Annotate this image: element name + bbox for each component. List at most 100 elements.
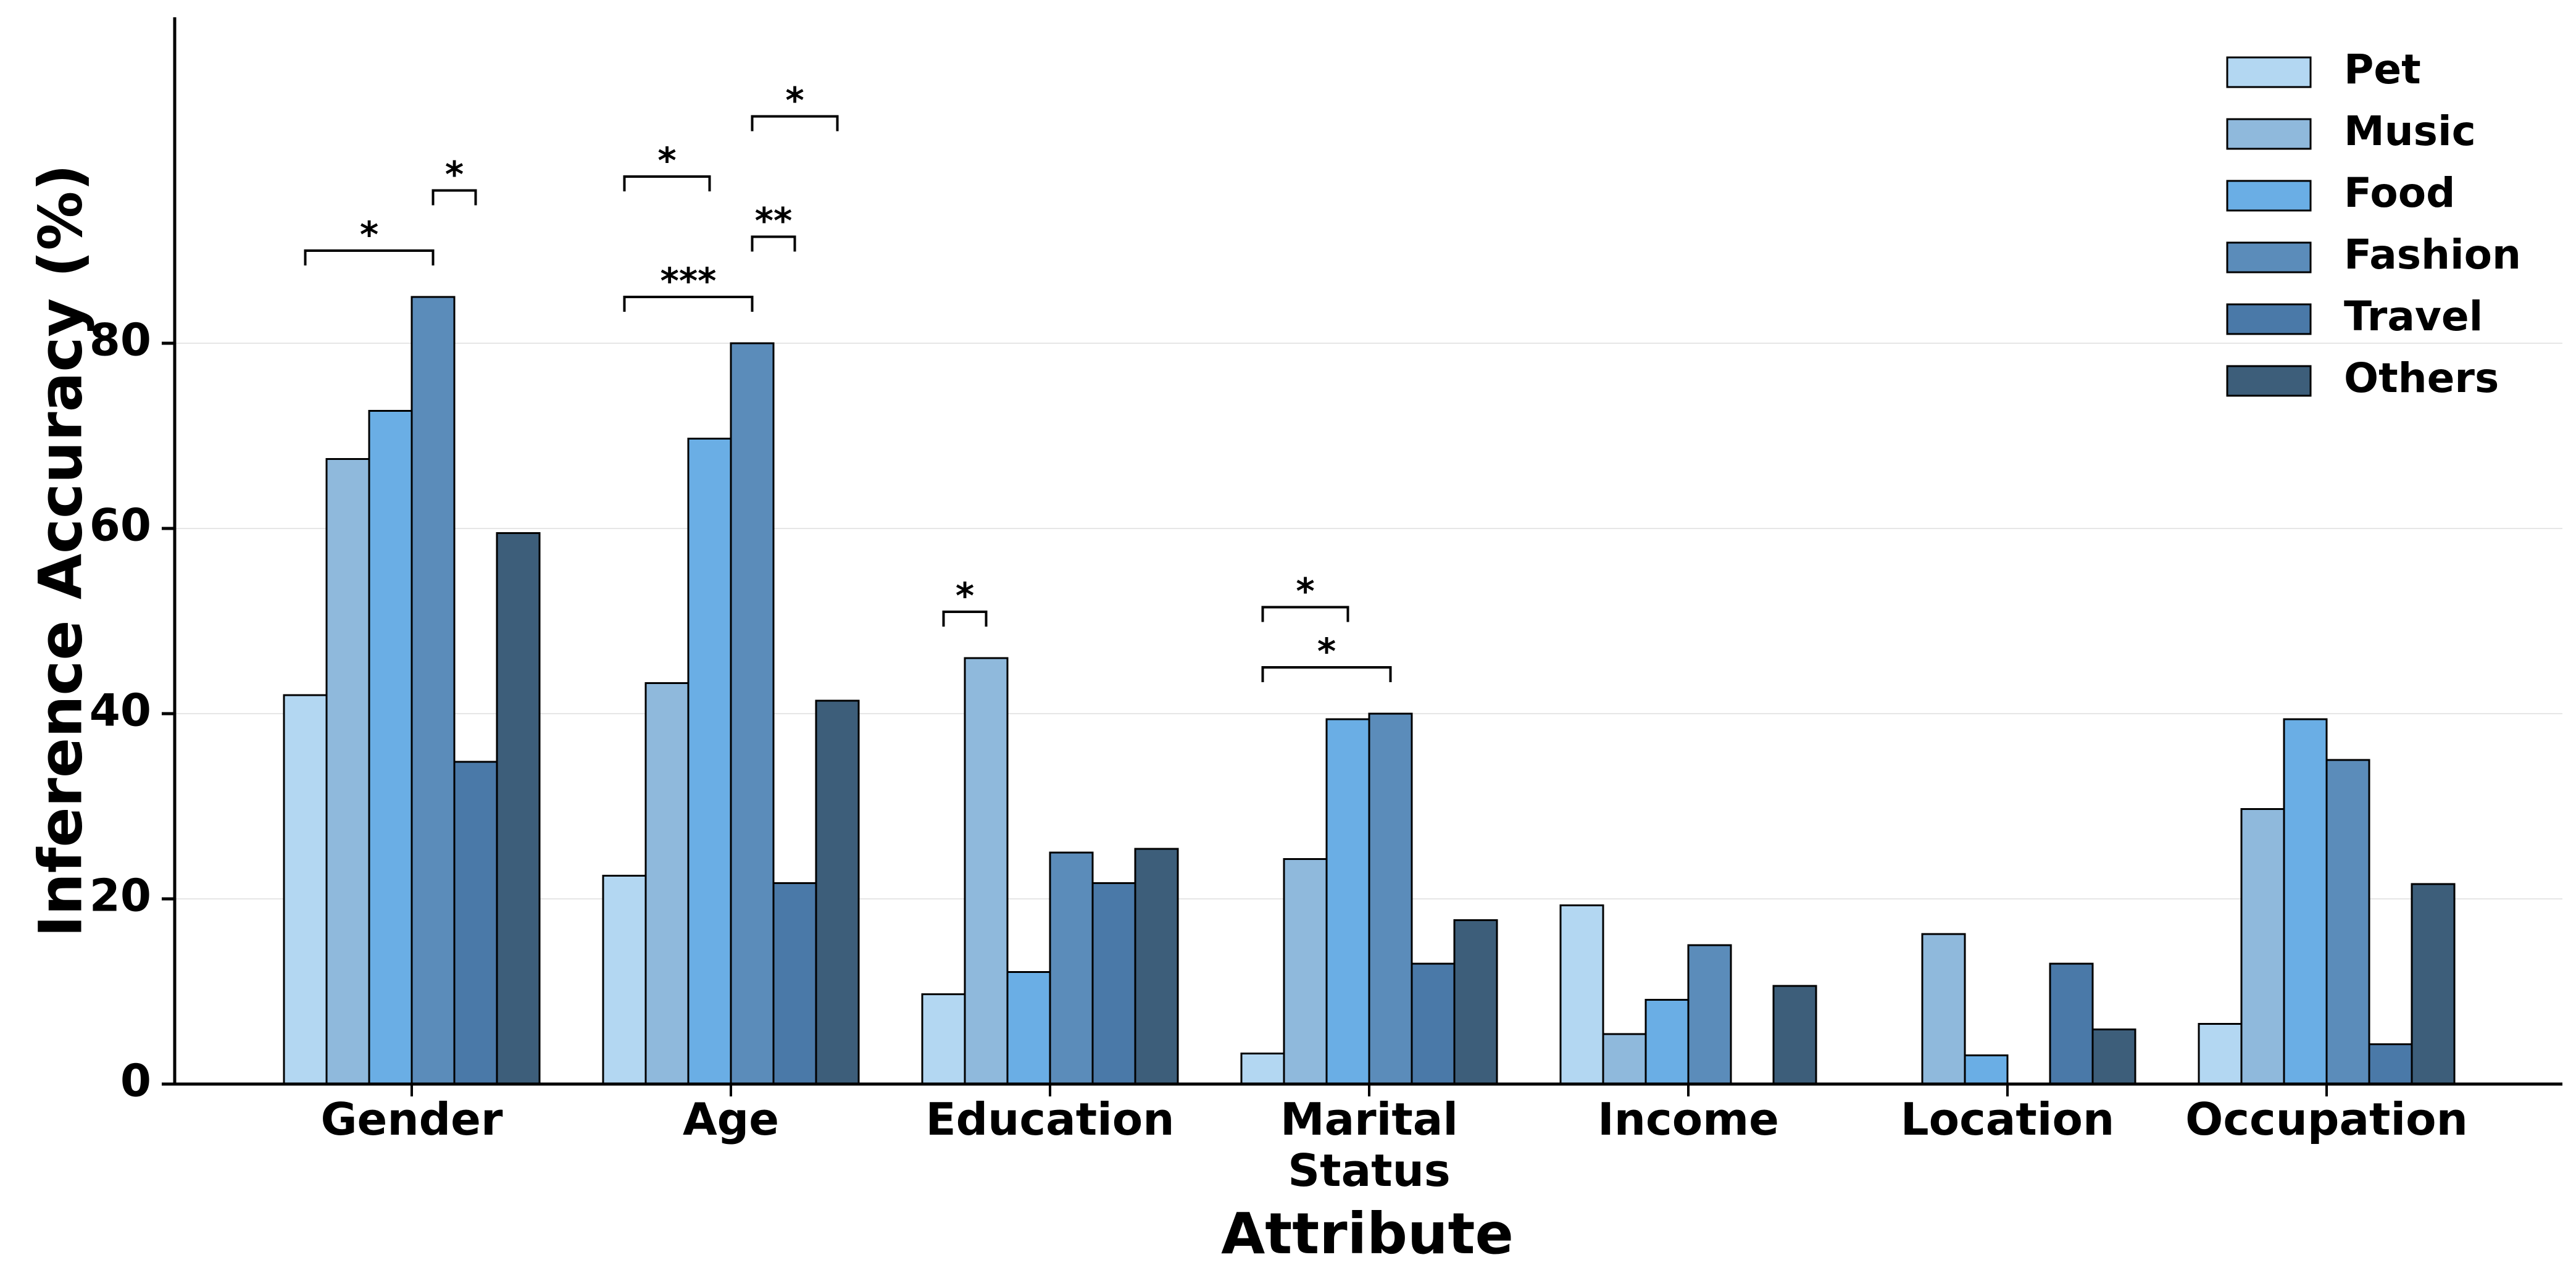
category-label: Age — [683, 1093, 779, 1145]
significance-bracket: * — [1261, 570, 1349, 622]
bracket-line — [304, 249, 435, 265]
bar-pet-age — [602, 875, 647, 1085]
bracket-line — [623, 175, 711, 191]
bar-pet-occupation — [2198, 1023, 2243, 1085]
bar-fashion-income — [1687, 944, 1732, 1085]
bar-pet-marital-status — [1240, 1053, 1285, 1085]
bar-others-education — [1134, 848, 1179, 1085]
bar-others-location — [2091, 1029, 2136, 1085]
bar-others-age — [815, 699, 860, 1085]
bracket-line — [1261, 606, 1349, 622]
bar-travel-location — [2049, 962, 2094, 1085]
legend-label: Pet — [2344, 46, 2421, 93]
category-label: Status — [1288, 1145, 1450, 1196]
bar-fashion-occupation — [2325, 759, 2370, 1085]
legend-item-pet: Pet — [2226, 46, 2421, 93]
significance-bracket: ** — [751, 200, 796, 252]
y-axis-title: Inference Accuracy (%) — [26, 164, 95, 938]
significance-bracket: * — [751, 80, 839, 131]
bar-travel-gender — [453, 761, 498, 1085]
significance-bracket: * — [942, 575, 988, 627]
significance-label: ** — [755, 200, 793, 242]
legend-swatch — [2226, 56, 2312, 88]
significance-label: *** — [661, 260, 717, 302]
significance-label: * — [1296, 570, 1314, 612]
significance-label: * — [657, 140, 676, 182]
bar-food-income — [1644, 999, 1690, 1085]
y-ticks: 0 20 40 60 80 — [90, 314, 175, 1107]
bar-others-gender — [496, 532, 541, 1085]
legend-item-food: Food — [2226, 169, 2455, 217]
legend-label: Food — [2344, 169, 2455, 217]
bar-fashion-education — [1049, 851, 1094, 1085]
legend-swatch — [2226, 365, 2312, 397]
bar-travel-occupation — [2368, 1043, 2413, 1085]
bar-food-gender — [368, 410, 413, 1085]
legend-swatch — [2226, 118, 2312, 150]
bar-music-marital-status — [1283, 858, 1328, 1085]
legend-swatch — [2226, 303, 2312, 335]
category-label: Location — [1901, 1093, 2114, 1145]
significance-bracket: * — [1261, 630, 1392, 682]
legend-label: Music — [2344, 107, 2476, 155]
y-tick-label: 0 — [120, 1055, 151, 1107]
bar-fashion-gender — [411, 296, 456, 1085]
bar-travel-marital-status — [1411, 962, 1456, 1085]
bracket-line — [431, 189, 477, 206]
legend-item-others: Others — [2226, 354, 2499, 402]
bar-music-occupation — [2240, 808, 2285, 1085]
bar-music-education — [964, 657, 1009, 1085]
category-label: Income — [1598, 1093, 1779, 1145]
significance-label: * — [956, 575, 974, 617]
legend: Pet Music Food Fashion Travel Others — [2226, 46, 2521, 402]
bar-food-education — [1006, 971, 1051, 1085]
y-tick-label: 80 — [90, 314, 151, 366]
bar-pet-income — [1559, 904, 1604, 1085]
bar-music-age — [644, 682, 690, 1085]
significance-bracket: * — [431, 154, 477, 206]
legend-label: Travel — [2344, 293, 2483, 340]
significance-label: * — [1317, 630, 1336, 672]
bar-music-income — [1602, 1033, 1647, 1085]
bars — [283, 296, 2456, 1085]
significance-bracket: * — [623, 140, 711, 191]
bar-others-occupation — [2411, 883, 2456, 1085]
bar-others-income — [1772, 985, 1817, 1085]
bar-fashion-marital-status — [1368, 712, 1413, 1085]
category-label: Occupation — [2185, 1093, 2468, 1145]
legend-item-travel: Travel — [2226, 293, 2483, 340]
bracket-line — [942, 611, 988, 627]
legend-label: Fashion — [2344, 231, 2521, 278]
category-label: Education — [925, 1093, 1174, 1145]
significance-bracket: * — [304, 214, 435, 265]
x-axis-title: Attribute — [1221, 1201, 1514, 1267]
bar-pet-education — [921, 993, 966, 1085]
bar-pet-gender — [283, 694, 328, 1085]
y-tick-label: 60 — [90, 499, 151, 551]
bar-music-gender — [325, 458, 370, 1085]
bar-travel-age — [772, 882, 817, 1085]
significance-brackets: ********** ** — [304, 80, 1392, 682]
legend-item-music: Music — [2226, 107, 2476, 155]
significance-label: * — [360, 214, 378, 256]
legend-swatch — [2226, 241, 2312, 273]
bracket-line — [1261, 666, 1392, 682]
bracket-line — [751, 115, 839, 131]
bracket-line — [623, 296, 754, 312]
bar-music-location — [1921, 933, 1966, 1085]
significance-label: * — [445, 154, 464, 196]
legend-swatch — [2226, 180, 2312, 212]
bar-others-marital-status — [1453, 919, 1498, 1085]
bar-food-age — [687, 438, 732, 1085]
bar-food-location — [1964, 1054, 2009, 1085]
y-tick-label: 40 — [90, 685, 151, 736]
legend-label: Others — [2344, 354, 2499, 402]
significance-bracket: *** — [623, 260, 754, 312]
y-tick-label: 20 — [90, 870, 151, 922]
bar-fashion-age — [730, 342, 775, 1085]
significance-label: * — [785, 80, 804, 122]
bar-travel-education — [1091, 882, 1136, 1085]
bar-food-occupation — [2283, 718, 2328, 1085]
